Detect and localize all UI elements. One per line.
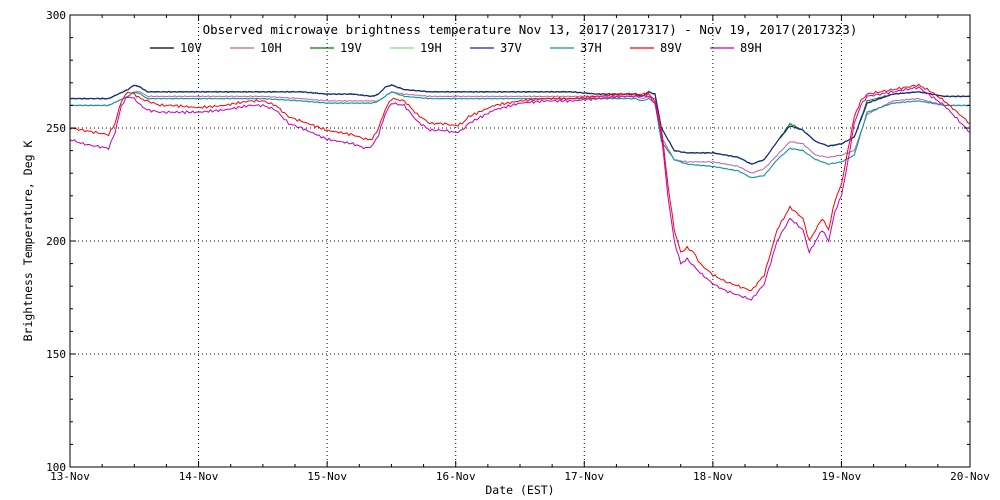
- y-tick-label: 200: [46, 235, 66, 248]
- legend-label-37h: 37H: [580, 41, 602, 55]
- legend-label-89v: 89V: [660, 41, 682, 55]
- y-tick-label: 300: [46, 9, 66, 22]
- chart-title: Observed microwave brightness temperatur…: [203, 22, 858, 37]
- legend: 10V 10H 19V 19H 37V 37H 89V 89H: [150, 41, 762, 55]
- x-tick-label: 14-Nov: [179, 470, 219, 483]
- series-line-19h: [69, 91, 971, 179]
- legend-label-19h: 19H: [420, 41, 442, 55]
- x-tick-label: 17-Nov: [564, 470, 604, 483]
- legend-label-89h: 89H: [740, 41, 762, 55]
- grid-lines: [70, 15, 970, 467]
- series-line-37v: [69, 84, 971, 165]
- series-line-89v: [69, 83, 971, 292]
- x-tick-label: 15-Nov: [307, 470, 347, 483]
- y-axis-label: Brightness Temperature, Deg K: [21, 141, 35, 342]
- x-tick-label: 18-Nov: [693, 470, 733, 483]
- y-tick-label: 100: [46, 461, 66, 474]
- legend-label-37v: 37V: [500, 41, 522, 55]
- x-axis: 13-Nov 14-Nov 15-Nov 16-Nov 17-Nov 18-Nov 19-N…: [50, 15, 990, 483]
- legend-label-10h: 10H: [260, 41, 282, 55]
- legend-label-10v: 10V: [180, 41, 202, 55]
- series-line-10h: [69, 91, 971, 174]
- series-lines: [69, 83, 971, 301]
- x-tick-label: 16-Nov: [436, 470, 476, 483]
- y-tick-label: 250: [46, 122, 66, 135]
- y-axis: 100 150 200 250 300: [46, 9, 970, 474]
- legend-label-19v: 19V: [340, 41, 362, 55]
- x-tick-label: 19-Nov: [822, 470, 862, 483]
- x-tick-label: 13-Nov: [50, 470, 90, 483]
- y-tick-label: 150: [46, 348, 66, 361]
- series-line-37h: [69, 91, 971, 179]
- x-tick-label: 20-Nov: [950, 470, 990, 483]
- x-axis-label: Date (EST): [485, 483, 554, 497]
- series-line-89h: [69, 86, 971, 301]
